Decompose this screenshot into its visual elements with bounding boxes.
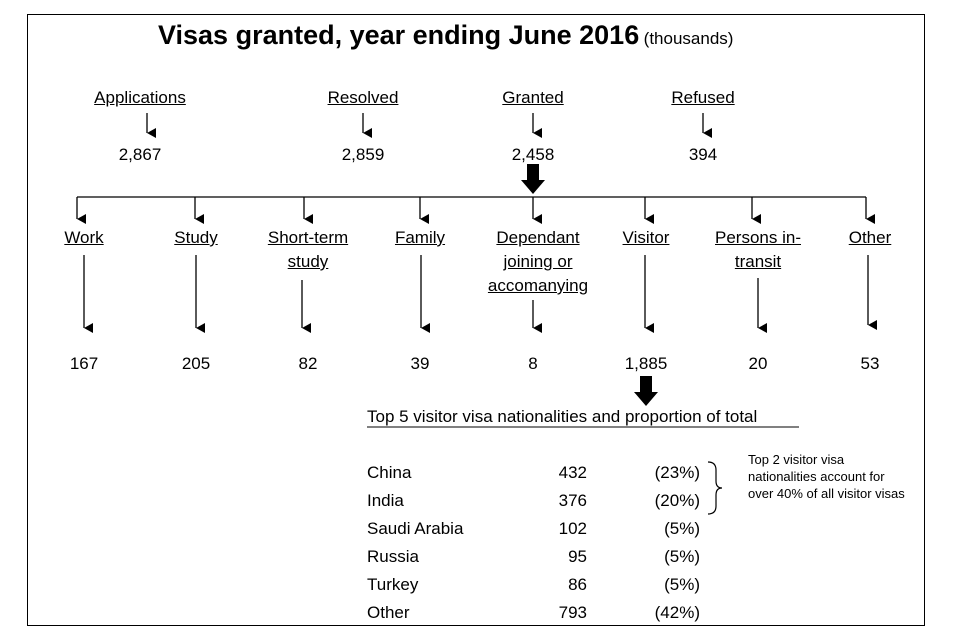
nationalities-heading: Top 5 visitor visa nationalities and pro… xyxy=(367,407,758,426)
nat-value-other: 793 xyxy=(558,603,587,622)
nat-share-saudi-arabia: (5%) xyxy=(664,519,700,538)
nat-share-turkey: (5%) xyxy=(664,575,700,594)
thick-arrow-granted xyxy=(521,164,545,194)
category-value-work: 167 xyxy=(69,354,99,373)
value-applications: 2,867 xyxy=(118,145,162,164)
label-resolved: Resolved xyxy=(327,88,399,107)
thick-arrow-visitor xyxy=(634,376,658,406)
category-label-family: Family xyxy=(394,228,446,247)
nat-value-russia: 95 xyxy=(568,547,587,566)
nat-share-russia: (5%) xyxy=(664,547,700,566)
nat-value-saudi-arabia: 102 xyxy=(558,519,587,538)
category-value-dependant: 8 xyxy=(528,354,538,373)
nat-country-china: China xyxy=(367,463,412,482)
category-value-other: 53 xyxy=(860,354,880,373)
category-value-visitor: 1,885 xyxy=(624,354,668,373)
top2-note: Top 2 visitor visa nationalities account… xyxy=(748,452,905,501)
category-label-work: Work xyxy=(64,228,104,247)
nat-share-china: (23%) xyxy=(654,463,700,482)
nat-value-india: 376 xyxy=(558,491,587,510)
category-label-visitor: Visitor xyxy=(622,228,670,247)
value-refused: 394 xyxy=(688,145,718,164)
brace xyxy=(707,461,723,515)
chart-title: Visas granted, year ending June 2016 (th… xyxy=(158,20,733,51)
category-value-persons-in-transit: 20 xyxy=(748,354,768,373)
nat-value-china: 432 xyxy=(558,463,587,482)
nat-value-turkey: 86 xyxy=(568,575,587,594)
category-label-study: Study xyxy=(174,228,218,247)
category-label-persons-in-transit: Persons in- transit xyxy=(715,228,801,271)
label-applications: Applications xyxy=(94,88,186,107)
nat-country-russia: Russia xyxy=(367,547,419,566)
category-label-dependant: Dependant joining or accomanying xyxy=(487,228,589,295)
category-label-short-term-study: Short-term study xyxy=(267,228,349,271)
nat-country-saudi-arabia: Saudi Arabia xyxy=(367,519,464,538)
diagram-frame xyxy=(27,14,925,626)
category-value-short-term-study: 82 xyxy=(298,354,318,373)
nat-country-turkey: Turkey xyxy=(367,575,419,594)
nat-share-other: (42%) xyxy=(654,603,700,622)
nat-country-other: Other xyxy=(367,603,410,622)
nat-share-india: (20%) xyxy=(654,491,700,510)
label-refused: Refused xyxy=(671,88,735,107)
category-label-other: Other xyxy=(848,228,892,247)
title-units: (thousands) xyxy=(643,29,734,48)
value-granted: 2,458 xyxy=(511,145,555,164)
category-value-study: 205 xyxy=(181,354,211,373)
label-granted: Granted xyxy=(502,88,564,107)
value-resolved: 2,859 xyxy=(341,145,385,164)
category-value-family: 39 xyxy=(410,354,430,373)
title-text: Visas granted, year ending June 2016 xyxy=(158,20,640,50)
nat-country-india: India xyxy=(367,491,404,510)
